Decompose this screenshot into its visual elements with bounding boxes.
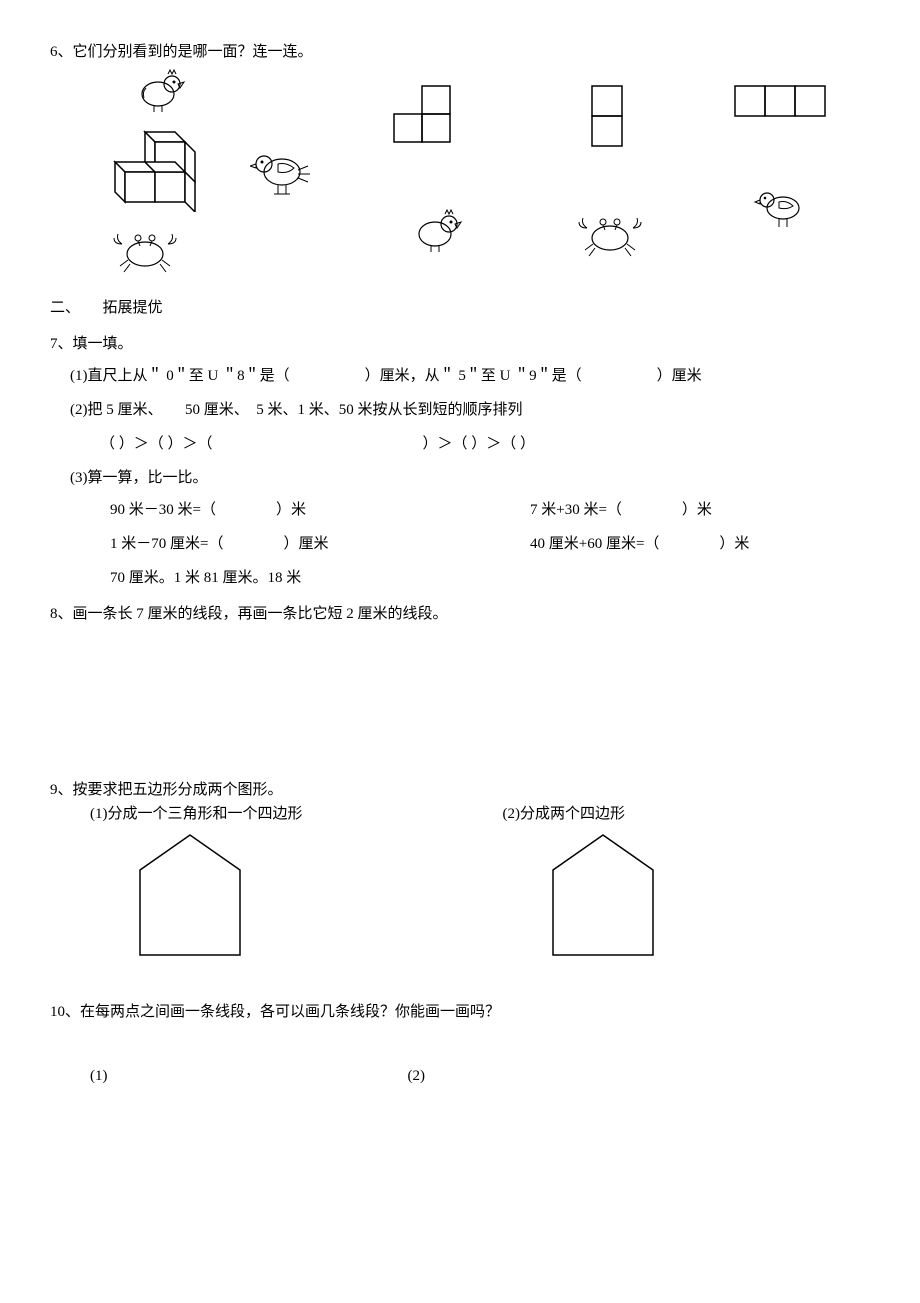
q9-title: 9、按要求把五边形分成两个图形。 [50, 778, 870, 802]
q9-row: (1)分成一个三角形和一个四边形 (2)分成两个四边形 [90, 802, 870, 960]
q7-p2: (2)把 5 厘米、 50 厘米、 5 米、1 米、50 米按从长到短的顺序排列 [70, 398, 870, 422]
bird-icon [753, 180, 813, 230]
side-view-icon [590, 84, 630, 150]
q6-views [350, 64, 870, 260]
view-col-1 [362, 84, 512, 260]
question-7: 7、填一填。 (1)直尺上从＂ 0＂至 U ＂8＂是（ ）厘米，从＂ 5＂至 U… [50, 332, 870, 590]
q7-row2: 1 米－70 厘米=（ ）厘米 40 厘米+60 厘米=（ ）米 [110, 532, 870, 556]
q6-content [50, 64, 870, 284]
q7-title: 7、填一填。 [50, 332, 870, 356]
q10-c2: (2) [408, 1064, 426, 1088]
pentagon-icon [130, 830, 250, 960]
pentagon-icon [543, 830, 663, 960]
section-2-title: 二、 拓展提优 [50, 296, 870, 320]
q8-title: 8、画一条长 7 厘米的线段，再画一条比它短 2 厘米的线段。 [50, 602, 870, 626]
view-col-3 [708, 84, 858, 260]
q7-p2b: （ ）＞（ ）＞（ ）＞（ ）＞（ ） [100, 432, 870, 456]
question-6: 6、它们分别看到的是哪一面？连一连。 [50, 40, 870, 284]
question-9: 9、按要求把五边形分成两个图形。 (1)分成一个三角形和一个四边形 (2)分成两… [50, 778, 870, 960]
crab-icon [575, 210, 645, 260]
q7-r3: 70 厘米。1 米 81 厘米。18 米 [110, 566, 870, 590]
bird-icon [250, 144, 320, 199]
q9-c1: (1)分成一个三角形和一个四边形 [90, 802, 303, 826]
q9-col2: (2)分成两个四边形 [503, 802, 663, 960]
q10-c1: (1) [90, 1064, 108, 1088]
q10-row: (1) (2) [90, 1064, 870, 1088]
chicken-icon [407, 204, 467, 254]
q7-p1: (1)直尺上从＂ 0＂至 U ＂8＂是（ ）厘米，从＂ 5＂至 U ＂9＂是（ … [70, 364, 870, 388]
q7-r1a: 90 米－30 米=（ ）米 [110, 498, 450, 522]
q7-r2b: 40 厘米+60 厘米=（ ）米 [530, 532, 870, 556]
q7-r2a: 1 米－70 厘米=（ ）厘米 [110, 532, 450, 556]
q6-title: 6、它们分别看到的是哪一面？连一连。 [50, 40, 870, 64]
top-view-icon [392, 84, 482, 144]
blank-space [50, 638, 870, 778]
q7-row1: 90 米－30 米=（ ）米 7 米+30 米=（ ）米 [110, 498, 870, 522]
front-view-icon [733, 84, 833, 120]
q7-r1b: 7 米+30 米=（ ）米 [530, 498, 870, 522]
question-8: 8、画一条长 7 厘米的线段，再画一条比它短 2 厘米的线段。 [50, 602, 870, 626]
q10-title: 10、在每两点之间画一条线段，各可以画几条线段？你能画一画吗？ [50, 1000, 870, 1024]
q6-scene [50, 64, 350, 284]
q7-p3: (3)算一算，比一比。 [70, 466, 870, 490]
block-stack-icon [90, 122, 230, 212]
crab-icon [110, 226, 180, 276]
q9-col1: (1)分成一个三角形和一个四边形 [90, 802, 303, 960]
question-10: 10、在每两点之间画一条线段，各可以画几条线段？你能画一画吗？ (1) (2) [50, 1000, 870, 1088]
chicken-icon [130, 64, 190, 114]
q9-c2: (2)分成两个四边形 [503, 802, 626, 826]
view-col-2 [535, 84, 685, 260]
